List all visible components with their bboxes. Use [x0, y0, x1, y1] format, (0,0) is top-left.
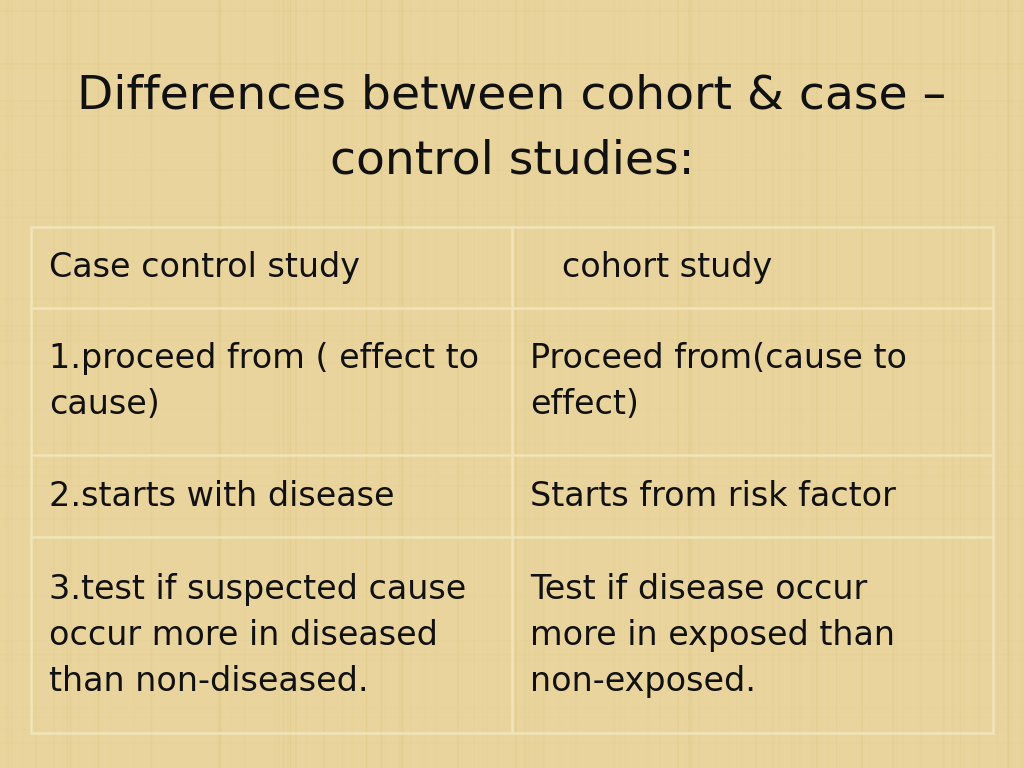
Text: Test if disease occur
more in exposed than
non-exposed.: Test if disease occur more in exposed th… — [530, 573, 895, 698]
Text: 2.starts with disease: 2.starts with disease — [49, 480, 394, 513]
Text: Differences between cohort & case –: Differences between cohort & case – — [78, 74, 946, 118]
Text: control studies:: control studies: — [330, 139, 694, 184]
Text: cohort study: cohort study — [530, 251, 773, 284]
Text: 3.test if suspected cause
occur more in diseased
than non-diseased.: 3.test if suspected cause occur more in … — [49, 573, 466, 698]
Text: Case control study: Case control study — [49, 251, 360, 284]
Text: 1.proceed from ( effect to
cause): 1.proceed from ( effect to cause) — [49, 343, 479, 422]
Text: Proceed from(cause to
effect): Proceed from(cause to effect) — [530, 343, 907, 422]
Bar — [31, 227, 993, 733]
Text: Starts from risk factor: Starts from risk factor — [530, 480, 896, 513]
